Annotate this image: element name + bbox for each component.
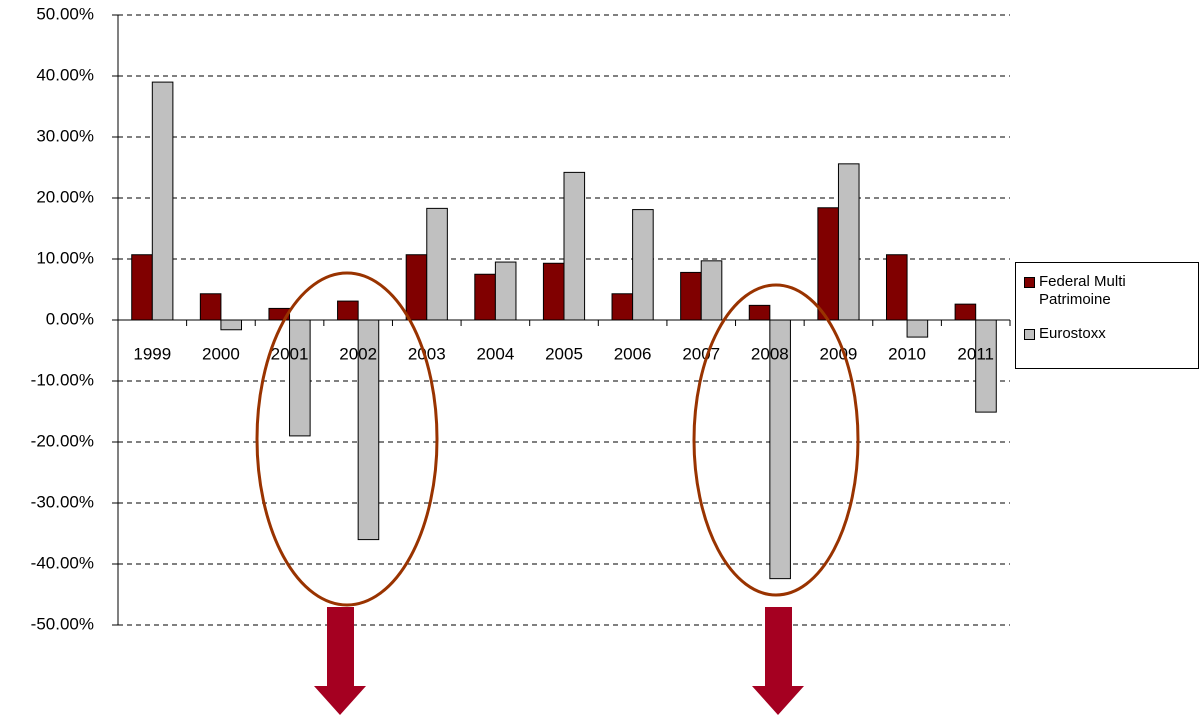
x-tick-label: 2002 — [339, 344, 377, 363]
x-tick-label: 2003 — [408, 344, 446, 363]
x-tick-label: 2004 — [476, 344, 514, 363]
x-tick-label: 2000 — [202, 344, 240, 363]
bar — [563, 171, 586, 321]
y-tick-label: -40.00% — [31, 553, 94, 572]
bar — [542, 262, 565, 321]
y-tick-label: -10.00% — [31, 370, 94, 389]
down-arrow — [314, 607, 366, 715]
x-tick-label: 2001 — [271, 344, 309, 363]
y-tick-label: -20.00% — [31, 431, 94, 450]
bar — [975, 319, 997, 413]
bar — [289, 319, 311, 437]
x-tick-label: 2010 — [888, 344, 926, 363]
bar — [700, 260, 723, 321]
legend-swatch — [1024, 329, 1035, 340]
bar — [885, 254, 908, 321]
legend-item: Federal Multi Patrimoine — [1024, 273, 1159, 309]
bar — [199, 293, 222, 321]
bar — [611, 293, 634, 321]
bar — [837, 163, 860, 321]
bar — [632, 209, 654, 321]
bar — [426, 207, 448, 321]
legend-swatch — [1024, 277, 1035, 288]
legend-item: Eurostoxx — [1024, 325, 1159, 343]
bar — [954, 303, 977, 321]
bar — [131, 254, 153, 321]
x-tick-label: 2008 — [751, 344, 789, 363]
x-tick-label: 2009 — [820, 344, 858, 363]
y-tick-label: 10.00% — [36, 248, 94, 267]
y-tick-label: 30.00% — [36, 126, 94, 145]
y-tick-label: -50.00% — [31, 614, 94, 633]
y-tick-label: 50.00% — [36, 4, 94, 23]
legend-label: Federal Multi Patrimoine — [1039, 273, 1126, 308]
highlight-ellipse — [255, 271, 439, 607]
bar — [748, 304, 771, 321]
bar — [474, 273, 496, 321]
legend-label: Eurostoxx — [1039, 325, 1106, 342]
annotations — [255, 271, 860, 715]
legend: Federal Multi Patrimoine Eurostoxx — [1015, 262, 1199, 369]
y-tick-label: 40.00% — [36, 65, 94, 84]
bar — [405, 254, 428, 321]
bar — [220, 319, 243, 331]
x-tick-label: 2007 — [682, 344, 720, 363]
bar — [151, 81, 174, 321]
y-tick-label: -30.00% — [31, 492, 94, 511]
bar — [817, 207, 839, 321]
x-tick-label: 2005 — [545, 344, 583, 363]
bar — [494, 261, 517, 321]
x-tick-label: 2011 — [957, 344, 994, 363]
highlight-ellipse — [692, 283, 860, 597]
x-tick-label: 2006 — [614, 344, 652, 363]
bar — [906, 319, 929, 338]
x-tick-label: 1999 — [133, 344, 171, 363]
y-tick-label: 20.00% — [36, 187, 94, 206]
y-tick-label: 0.00% — [46, 309, 94, 328]
down-arrow — [752, 607, 804, 715]
bar — [337, 300, 359, 321]
bar — [680, 271, 702, 321]
